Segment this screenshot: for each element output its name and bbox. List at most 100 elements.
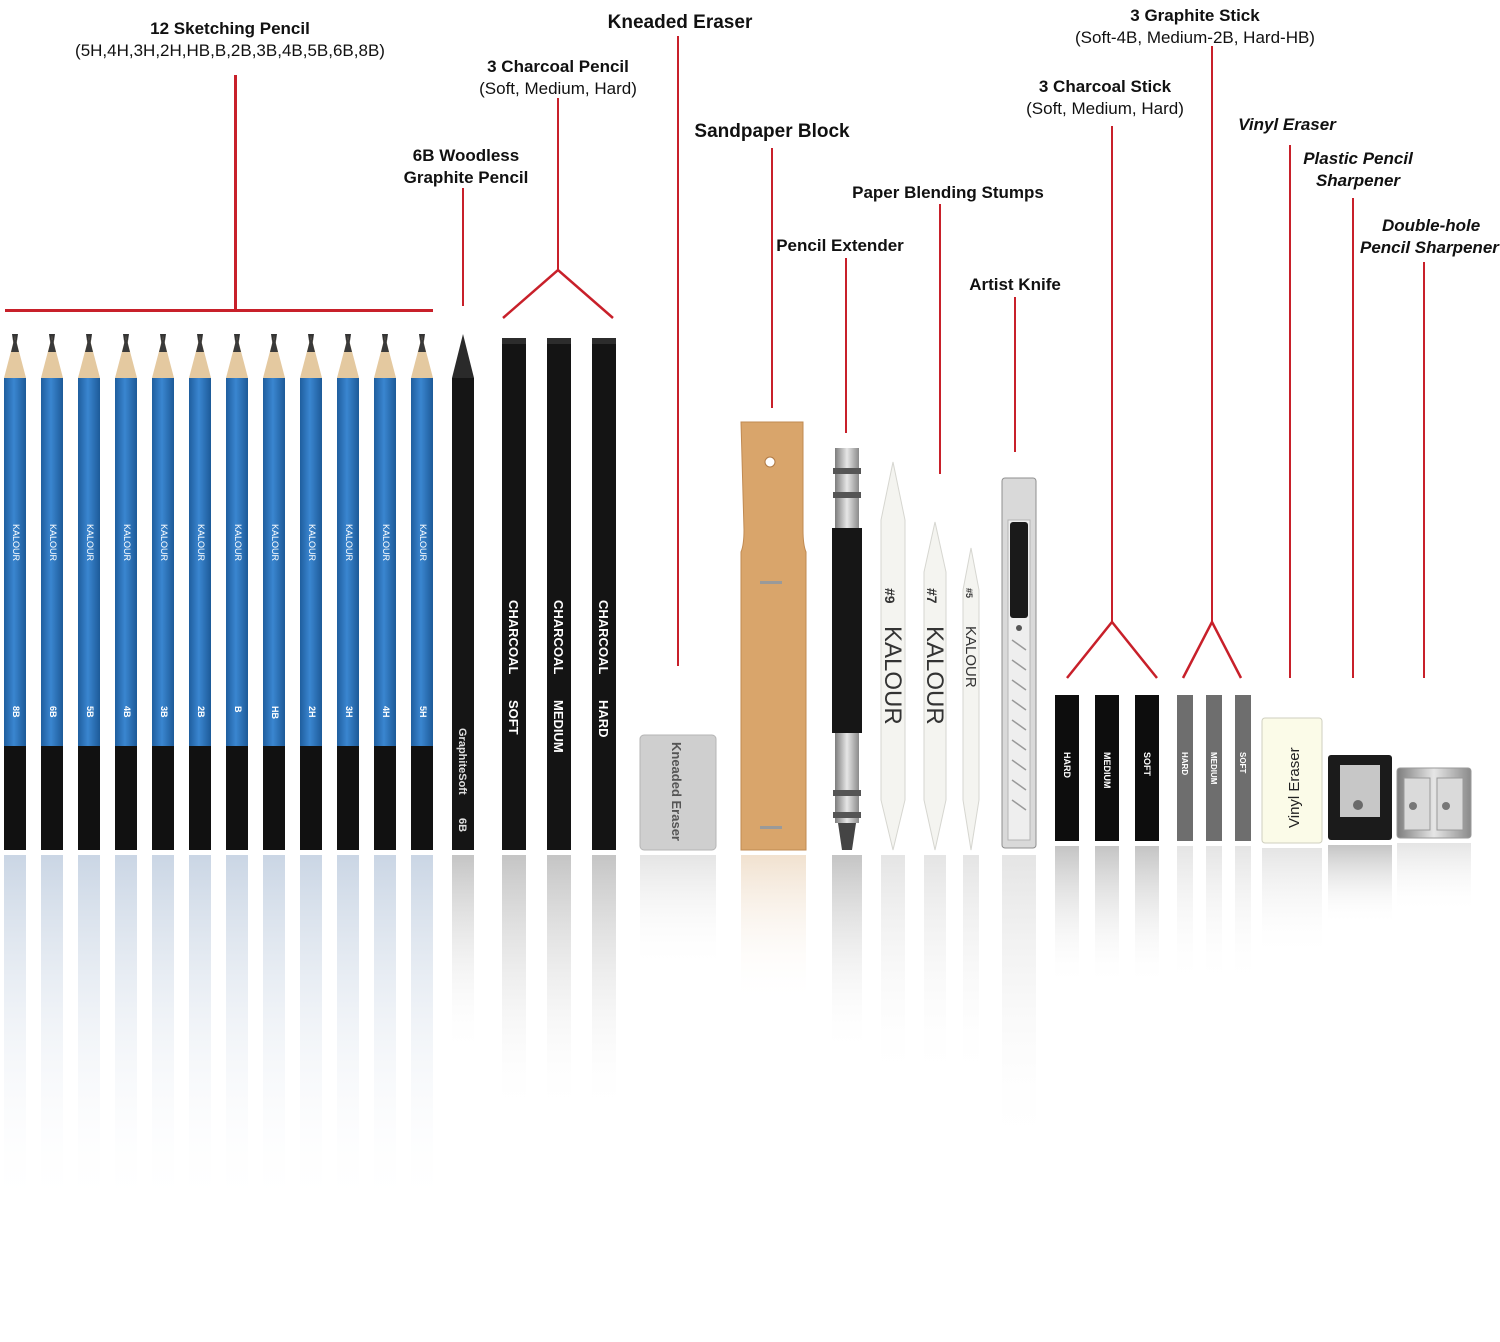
woodless-graphite-pencil: GraphiteSoft 6B <box>452 334 474 1055</box>
extender-bottom-metal <box>835 733 859 823</box>
leader-plastic-sharpener <box>1352 198 1354 678</box>
extender-ring-3 <box>833 790 861 796</box>
kneaded-eraser: Kneaded Eraser <box>639 734 717 970</box>
plastic-sharpener <box>1328 755 1392 925</box>
stump-body <box>923 521 947 851</box>
charcoal-pencil-soft: CHARCOAL SOFT <box>502 338 526 1115</box>
charcoal-pencils: CHARCOAL SOFT CHARCOAL MEDIUM CHARCOAL HARD <box>502 338 616 1115</box>
charcoal-pencil-grade: MEDIUM <box>551 700 566 753</box>
extender-ring-4 <box>833 812 861 818</box>
pencil-brand: KALOUR <box>381 524 391 562</box>
double-sharpener-reflection <box>1397 843 1471 913</box>
leader-stumps <box>939 204 941 474</box>
pencil-black-end <box>115 746 137 850</box>
extender-ring-1 <box>833 468 861 474</box>
pencil-graphite-tip <box>196 336 204 352</box>
charcoal-pencil-body <box>547 338 571 850</box>
label-double-line1: Double-hole <box>1382 216 1481 235</box>
vinyl-eraser: Vinyl Eraser <box>1261 717 1323 958</box>
pencil-reflection <box>41 855 63 1215</box>
pencil-reflection <box>189 855 211 1215</box>
pencil-blue-body <box>152 378 174 746</box>
charcoal-pencil-name: CHARCOAL <box>551 600 566 674</box>
pencil-black-end <box>374 746 396 850</box>
pencil-black-end <box>411 746 433 850</box>
blending-stump-size-9: #9 KALOUR <box>879 461 906 1085</box>
pencil-grade: 8B <box>11 706 21 718</box>
pencil-graphite-tip <box>11 336 19 352</box>
pencil-wood-tip <box>337 336 359 378</box>
pencil-wood-tip <box>4 336 26 378</box>
pencil-blue-body <box>4 378 26 746</box>
pencil-grade: 4H <box>381 706 391 718</box>
pencil-black-end <box>78 746 100 850</box>
pencil-reflection <box>152 855 174 1215</box>
pencil-wood-tip <box>226 336 248 378</box>
blending-stump-size-5: #5 KALOUR <box>962 547 980 1085</box>
double-sharpener-screw-right <box>1442 802 1450 810</box>
pencil-reflection <box>263 855 285 1215</box>
vinyl-text: Vinyl Eraser <box>1286 747 1303 828</box>
pencil-black-end <box>226 746 248 850</box>
leader-graphite-stick-bracket <box>1181 619 1243 679</box>
pencil-graphite-tip <box>233 336 241 352</box>
charcoal-pencil-hard: CHARCOAL HARD <box>592 338 616 1115</box>
pencil-blue-body <box>115 378 137 746</box>
charcoal-stick-body <box>1095 695 1119 841</box>
pencil-black-end <box>41 746 63 850</box>
sketch-pencil-4h: KALOUR 4H <box>374 334 396 1215</box>
pencil-reflection <box>411 855 433 1215</box>
pencil-brand: KALOUR <box>418 524 428 562</box>
leader-charcoal-pencil <box>557 98 559 270</box>
pencil-wood-tip <box>152 336 174 378</box>
label-woodless-line2: Graphite Pencil <box>403 168 529 187</box>
pencil-reflection <box>115 855 137 1215</box>
pencil-brand: KALOUR <box>159 524 169 562</box>
pencil-extender <box>832 448 862 1055</box>
charcoal-stick-hard: HARD <box>1055 695 1079 986</box>
extender-grip <box>832 528 862 733</box>
label-sandpaper-block: Sandpaper Block <box>682 121 862 143</box>
pencil-reflection <box>300 855 322 1215</box>
vinyl-body <box>1261 717 1323 844</box>
graphite-stick-reflection <box>1206 846 1222 986</box>
pencil-brand: KALOUR <box>344 524 354 562</box>
woodless-reflection <box>452 855 474 1055</box>
charcoal-pencil-body <box>502 338 526 850</box>
double-sharpener-blade-right <box>1436 777 1464 831</box>
stump-reflection <box>881 855 905 1085</box>
pencil-wood-tip <box>189 336 211 378</box>
extender-reflection <box>832 855 862 1055</box>
charcoal-pencil-medium: CHARCOAL MEDIUM <box>547 338 571 1115</box>
pencil-graphite-tip <box>85 336 93 352</box>
label-stumps-title: Paper Blending Stumps <box>852 183 1044 202</box>
pencil-wood-tip <box>263 336 285 378</box>
label-woodless-line1: 6B Woodless <box>412 146 520 165</box>
label-extender-title: Pencil Extender <box>776 236 904 255</box>
pencil-blue-body <box>411 378 433 746</box>
artist-knife <box>1001 477 1037 1155</box>
pencil-grade: 5B <box>85 706 95 718</box>
pencil-blue-body <box>263 378 285 746</box>
pencil-grade: B <box>233 706 243 713</box>
extender-tip <box>838 823 856 850</box>
woodless-body <box>452 378 474 850</box>
woodless-tip <box>452 334 474 378</box>
pencil-brand: KALOUR <box>11 524 21 562</box>
pencil-black-end <box>152 746 174 850</box>
pencil-brand: KALOUR <box>196 524 206 562</box>
pencil-black-end <box>263 746 285 850</box>
sandpaper-paddle <box>740 421 807 851</box>
pencil-black-end <box>189 746 211 850</box>
stump-body <box>962 547 980 851</box>
pencil-brand: KALOUR <box>270 524 280 562</box>
sketch-pencil-6b: KALOUR 6B <box>41 334 63 1215</box>
sandpaper-staple-bottom <box>760 826 782 829</box>
label-pencil-extender: Pencil Extender <box>750 235 930 257</box>
stump-brand: KALOUR <box>962 626 979 688</box>
label-charcoal-pencil-title: 3 Charcoal Pencil <box>487 57 629 76</box>
pencil-wood-tip <box>411 336 433 378</box>
pencil-brand: KALOUR <box>233 524 243 562</box>
charcoal-stick-reflection <box>1135 846 1159 986</box>
graphite-stick-body <box>1177 695 1193 841</box>
